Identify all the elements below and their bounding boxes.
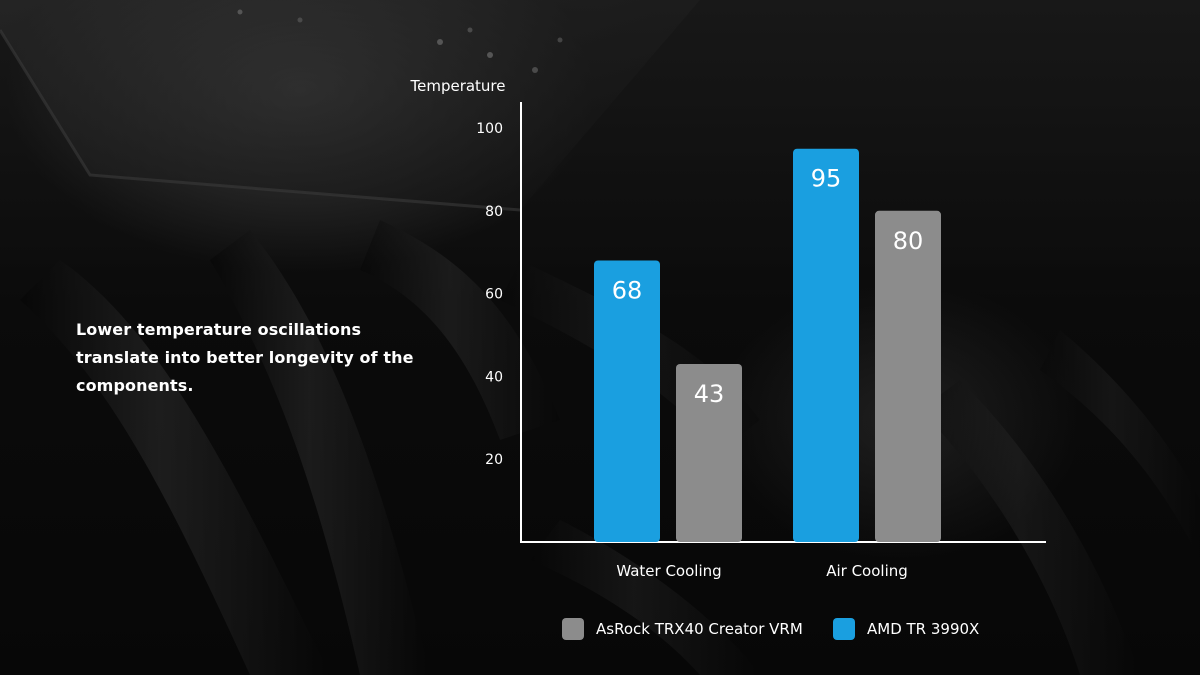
legend-swatch-vrm xyxy=(562,618,584,640)
bar xyxy=(875,210,941,543)
bar xyxy=(676,363,742,542)
y-tick-label: 40 xyxy=(485,369,503,385)
x-category-label: Air Cooling xyxy=(826,562,908,580)
y-tick-label: 100 xyxy=(476,121,503,137)
legend-swatch-cpu xyxy=(833,618,855,640)
x-category-label: Water Cooling xyxy=(616,562,721,580)
y-tick-label: 80 xyxy=(485,204,503,220)
legend-item-cpu: AMD TR 3990X xyxy=(833,617,979,641)
legend-label-vrm: AsRock TRX40 Creator VRM xyxy=(596,620,803,638)
bar-value-label: 80 xyxy=(893,227,924,255)
y-axis-label: Temperature xyxy=(409,77,505,95)
bar-value-label: 95 xyxy=(811,165,842,193)
y-tick-label: 60 xyxy=(485,287,503,303)
y-tick-label: 20 xyxy=(485,452,503,468)
legend-label-cpu: AMD TR 3990X xyxy=(867,620,980,638)
bar xyxy=(594,260,660,542)
bar-value-label: 43 xyxy=(694,380,725,408)
bar xyxy=(793,148,859,542)
caption-text: Lower temperature oscillations translate… xyxy=(76,320,414,395)
bar-value-label: 68 xyxy=(612,276,643,304)
legend-item-vrm: AsRock TRX40 Creator VRM xyxy=(562,617,803,641)
